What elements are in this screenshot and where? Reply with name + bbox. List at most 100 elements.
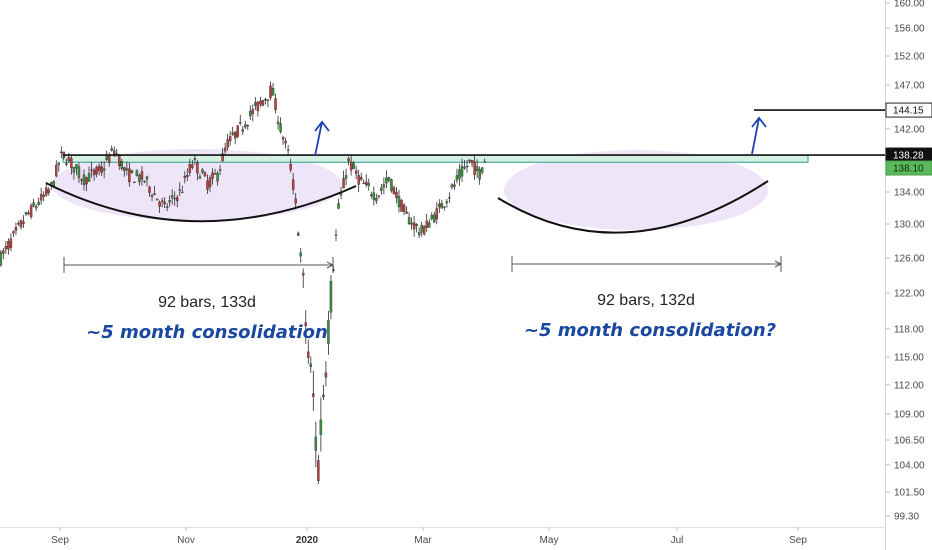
cup-curve-right[interactable] [497,180,769,234]
price-tag-black[interactable]: 138.28 [885,147,932,163]
cup-curve-left[interactable] [45,182,357,223]
candle-body [173,198,176,200]
candle-body [415,224,418,226]
candle-up [370,191,373,199]
candle-up [448,192,451,203]
candle-body [158,202,161,207]
candle-body [256,101,260,112]
candle-down [354,165,358,180]
candle-down [27,210,30,216]
candle-up [385,170,388,189]
candle-body [107,155,111,163]
candle-down [284,137,287,149]
candle-up [249,105,252,121]
candle-body [259,100,262,105]
candle-down [92,168,96,181]
candle-up [382,177,386,195]
arrow-head [751,116,767,128]
price-tick-label: 160.00 [894,0,925,10]
candle-body [370,194,373,196]
candle-down [233,131,237,145]
candle-down [29,203,33,220]
candle-body [473,161,476,175]
candle-body [239,122,242,124]
candle-down [286,144,290,156]
candle-body [138,175,141,183]
candle-up [344,168,348,186]
candle-body [223,147,227,152]
candle-body [251,109,255,115]
candle-body [120,161,124,169]
candle-down [483,158,486,163]
candle-body [176,197,179,202]
candle-body [213,173,217,175]
candle-down [312,370,315,411]
candle-body [407,217,411,225]
candle-body [420,224,423,233]
price-tick-label: 156.00 [894,24,925,35]
candle-down [206,174,209,194]
candle-down [140,166,144,186]
candle-down [251,104,255,122]
price-tag-box [885,102,932,118]
breakout-arrow-right[interactable] [751,116,767,155]
candle-up [410,217,413,230]
candle-down [22,215,25,228]
candle-up [309,356,313,373]
candle-body [80,179,83,181]
candle-down [65,158,68,167]
candle-body [344,175,348,179]
price-tags: 144.15 138.28 138.10 [885,102,932,176]
candle-body [281,137,285,140]
candle-up [478,166,481,185]
candle-body [296,232,300,236]
candle-up [60,146,63,158]
candle-body [148,186,151,193]
annotation-bar-count-left: 92 bars, 133d [158,294,256,311]
candle-body [57,162,61,165]
candle-body [17,223,20,225]
candle-body [153,193,156,195]
candle-down [259,96,262,108]
candle-down [4,240,8,254]
candle-body [60,151,63,153]
candle-body [75,163,78,169]
candle-body [377,195,381,197]
time-axis-ticks[interactable]: Sep Nov 2020 Mar May Jul Sep [51,527,807,546]
price-axis-ticks[interactable]: 160.00156.00152.00147.00142.00138.00134.… [885,0,925,523]
candle-up [216,171,219,186]
time-tick-label: Nov [177,535,195,546]
candle-body [226,139,229,148]
candle-down [226,133,229,151]
candle-up [367,178,370,191]
candle-body [55,164,58,177]
price-tag-dark-outline[interactable]: 144.15 [885,102,932,118]
price-tick-label: 147.00 [894,81,925,92]
date-range-left[interactable] [63,257,335,273]
candle-body [206,180,209,190]
candle-body [2,250,5,254]
candle-up [170,189,174,205]
price-tick-label: 152.00 [894,52,925,63]
candle-up [165,203,169,212]
arrow-shaft [314,121,323,157]
candle-body [82,174,86,186]
candle-body [181,191,184,193]
price-tag-green[interactable]: 138.10 [885,160,932,176]
candle-down [85,176,88,192]
candle-up [213,168,217,175]
candle-body [196,162,199,174]
candle-up [433,211,436,224]
candle-body [312,393,315,397]
resistance-band[interactable] [62,154,809,163]
candle-down [289,158,292,173]
candle-body [118,155,121,166]
candle-body [231,132,234,135]
candle-down [123,166,126,177]
date-range-right[interactable] [511,256,783,272]
candle-up [380,183,383,195]
price-tick-label: 101.50 [894,488,925,499]
breakout-arrow-left[interactable] [314,120,330,157]
candle-body [433,214,436,223]
candle-down [281,135,285,145]
